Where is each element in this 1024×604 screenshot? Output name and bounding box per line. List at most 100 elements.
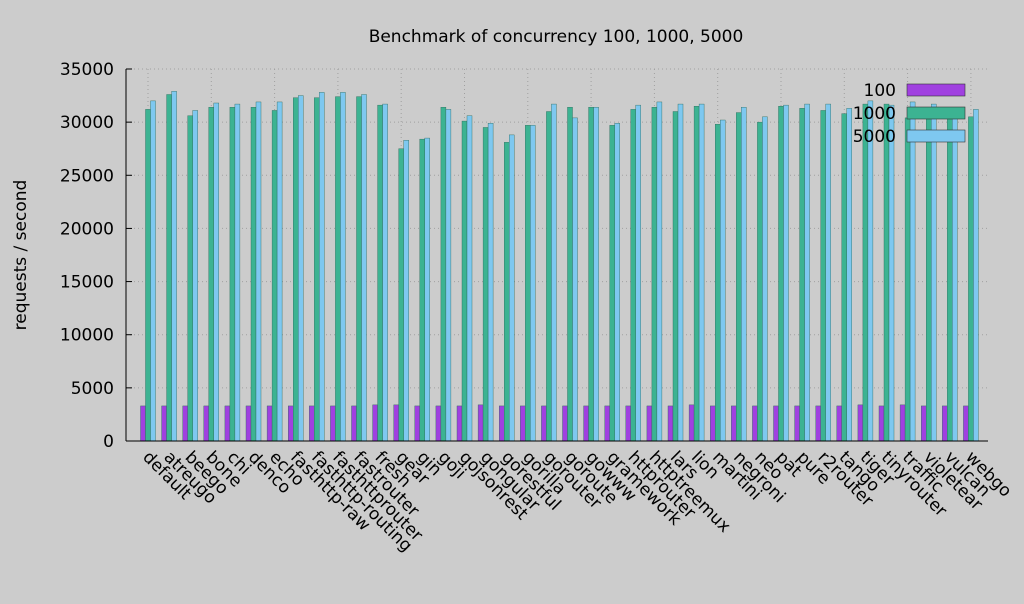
bar-5000-fresh <box>382 103 388 442</box>
bar-100-violetear <box>921 405 927 442</box>
bar-1000-bone <box>208 107 215 442</box>
bar-100-gorestful <box>499 405 505 442</box>
bar-100-gorilla <box>520 405 526 442</box>
bar-100-gorouter <box>541 405 547 442</box>
bar-100-echo <box>266 405 273 442</box>
bar-1000-r2router <box>820 110 826 442</box>
bar-5000-default <box>150 100 156 442</box>
bar-100-goroute <box>562 405 568 442</box>
bar-100-beego <box>182 405 188 442</box>
legend-label-100: 100 <box>864 81 896 101</box>
bar-1000-fasthttp-raw <box>293 97 299 442</box>
bar-1000-pure <box>799 108 805 442</box>
bar-100-gongular <box>477 404 484 442</box>
bar-100-httprouter <box>625 405 631 442</box>
bar-5000-violetear <box>931 103 937 442</box>
bar-5000-lars <box>677 103 684 442</box>
bar-5000-goji <box>445 109 452 442</box>
bar-5000-gin <box>424 137 430 442</box>
bar-1000-webgo <box>968 116 974 442</box>
bar-1000-httptreemux <box>651 107 658 442</box>
bar-5000-vulcan <box>952 107 958 442</box>
bar-100-pat <box>773 405 779 442</box>
bar-5000-bone <box>213 102 220 442</box>
bar-1000-gin <box>419 138 425 442</box>
bar-100-gramework <box>604 405 610 442</box>
bar-1000-goroute <box>567 107 573 442</box>
bar-5000-denco <box>255 101 262 442</box>
bar-1000-fastrouter <box>356 96 362 442</box>
bar-100-gin <box>414 405 420 442</box>
legend-label-1000: 1000 <box>853 104 896 124</box>
y-tick-label: 25000 <box>60 166 114 186</box>
axes <box>125 68 988 442</box>
bar-100-fastrouter <box>351 405 357 442</box>
bar-5000-goroute <box>572 117 578 442</box>
bar-5000-fasthttp-routing <box>319 92 325 442</box>
bar-1000-tango <box>841 113 847 442</box>
bar-5000-beego <box>192 110 198 442</box>
legend-swatch-100 <box>906 83 966 97</box>
bar-1000-gojsonrest <box>461 120 468 442</box>
bar-100-webgo <box>963 405 969 442</box>
bar-1000-neo <box>757 121 763 442</box>
bar-1000-gear <box>398 148 404 442</box>
bar-1000-traffic <box>904 117 911 442</box>
bar-1000-denco <box>250 107 257 442</box>
bar-1000-httprouter <box>630 109 636 442</box>
bar-100-chi <box>224 405 231 442</box>
bar-1000-fasthttprouter <box>335 96 341 442</box>
bar-100-neo <box>752 405 758 442</box>
y-tick-label: 0 <box>103 432 114 452</box>
bar-100-tiger <box>857 404 864 442</box>
y-tick-labels: 0 5000 10000 15000 20000 25000 30000 35000 <box>60 60 114 452</box>
bar-5000-webgo <box>973 109 979 442</box>
bar-5000-gorilla <box>530 125 536 442</box>
legend-swatch-1000 <box>906 106 966 120</box>
bar-100-goji <box>435 405 442 442</box>
bar-5000-tiger <box>867 100 874 442</box>
bar-1000-negroni <box>736 112 742 442</box>
bar-5000-pat <box>783 104 789 442</box>
bar-1000-lion <box>693 105 700 442</box>
bar-1000-fasthttp-routing <box>314 97 320 442</box>
bar-1000-vulcan <box>947 108 953 442</box>
bar-5000-negroni <box>741 107 747 442</box>
bar-100-tinyrouter <box>878 405 885 442</box>
bar-5000-chi <box>234 103 241 442</box>
bar-100-r2router <box>815 405 821 442</box>
bar-100-lion <box>688 404 695 442</box>
y-tick-label: 20000 <box>60 219 114 239</box>
bar-100-fresh <box>372 404 378 442</box>
legend: 100 1000 5000 <box>853 81 966 147</box>
bar-5000-r2router <box>825 103 831 442</box>
bar-1000-fresh <box>377 104 383 442</box>
bar-5000-atreugo <box>171 91 177 442</box>
bar-5000-httptreemux <box>656 101 663 442</box>
bar-1000-gongular <box>482 127 489 442</box>
y-tick-label: 35000 <box>60 60 114 80</box>
bar-100-vulcan <box>942 405 948 442</box>
bar-100-denco <box>245 405 252 442</box>
bar-100-bone <box>203 405 210 442</box>
bar-1000-beego <box>187 115 193 442</box>
y-tick-label: 15000 <box>60 273 114 293</box>
bar-5000-gear <box>403 140 409 442</box>
bars <box>140 91 979 442</box>
bar-1000-pat <box>778 105 784 442</box>
x-tick-labels: defaultatreugobeegobonechidencoechofasth… <box>138 447 1015 556</box>
bar-5000-martini <box>720 119 726 442</box>
bar-5000-gramework <box>614 123 620 442</box>
bar-5000-pure <box>804 103 810 442</box>
bar-5000-tango <box>846 108 852 442</box>
bar-100-gowww <box>583 405 589 442</box>
bar-1000-chi <box>229 107 236 442</box>
bar-1000-gorouter <box>546 111 552 442</box>
bar-5000-gojsonrest <box>466 115 473 442</box>
bar-1000-default <box>145 109 151 442</box>
bar-5000-gorouter <box>551 103 557 442</box>
chart-title: Benchmark of concurrency 100, 1000, 5000 <box>369 27 744 47</box>
y-axis-label: requests / second <box>11 180 31 331</box>
